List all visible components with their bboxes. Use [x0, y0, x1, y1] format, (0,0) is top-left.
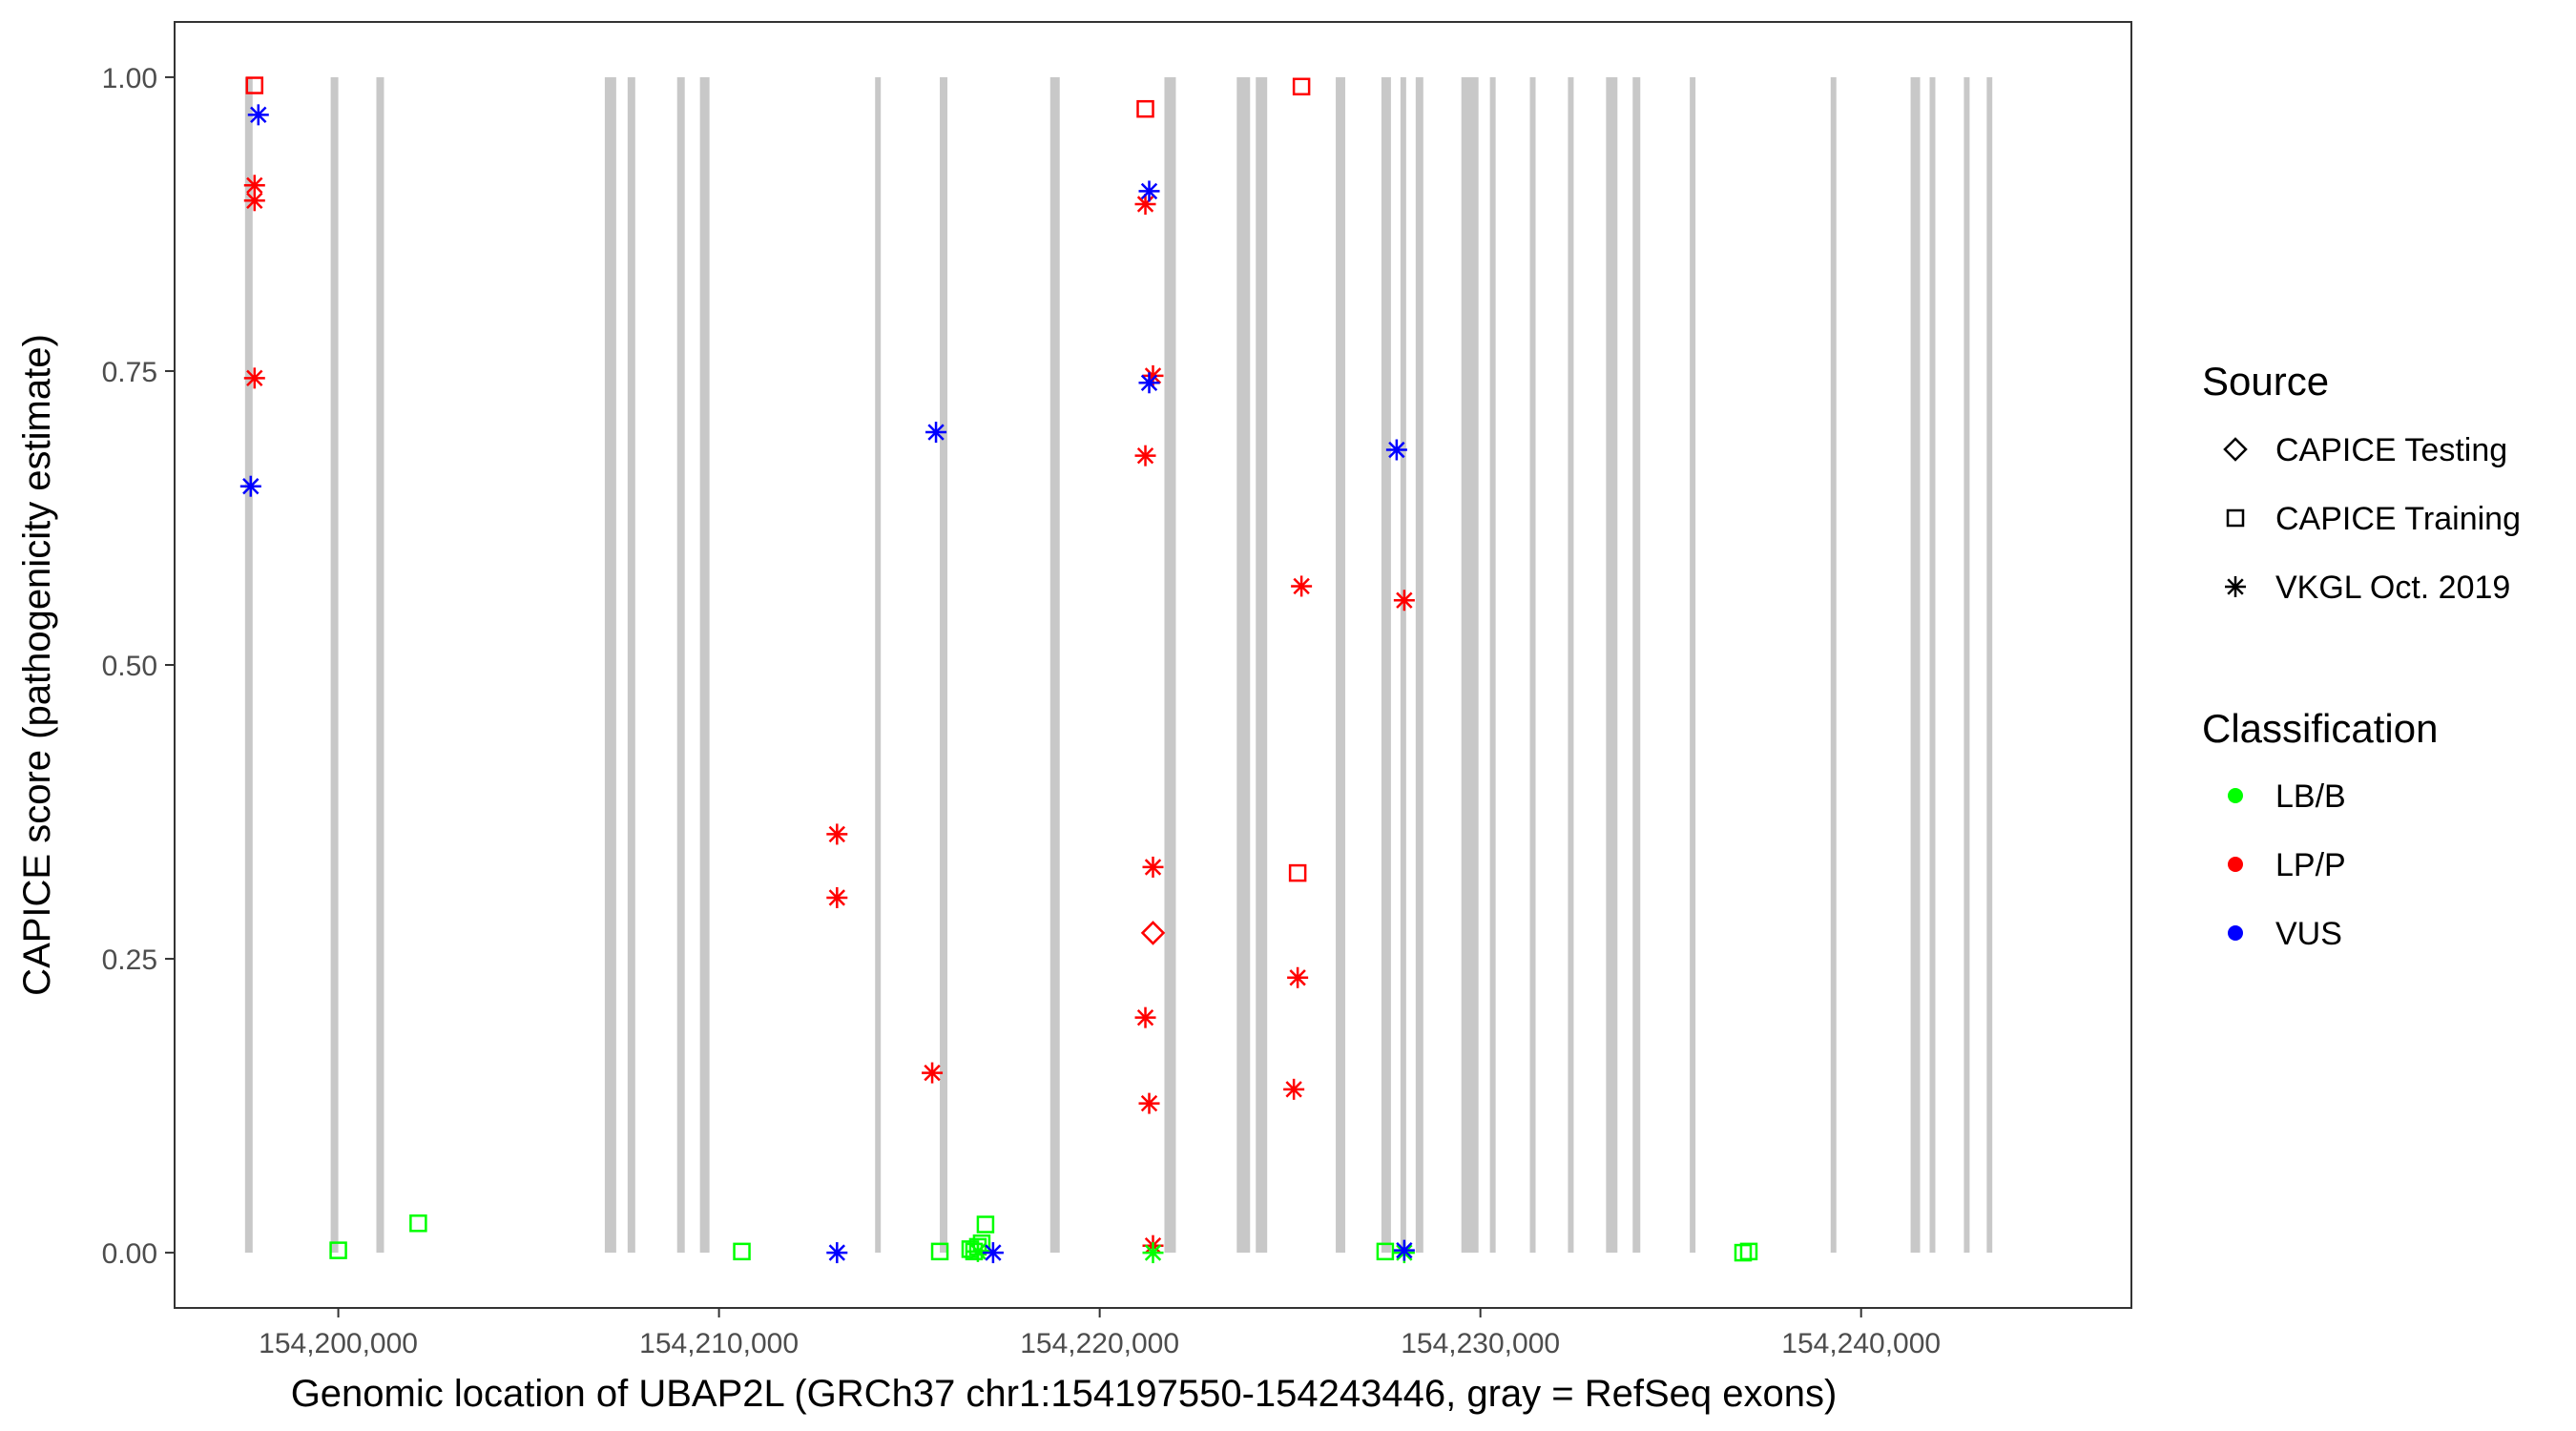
data-point [245, 76, 264, 94]
data-point [1138, 372, 1160, 394]
data-point [733, 1242, 751, 1261]
legend-source-label: CAPICE Testing [2275, 432, 2507, 468]
data-point [826, 886, 848, 908]
exon-bar [1632, 76, 1641, 1254]
y-tick-label: 0.25 [102, 944, 157, 976]
data-point [925, 422, 947, 444]
exon-bar [1400, 76, 1406, 1254]
exon-bar [1256, 76, 1268, 1254]
legend-key-square-icon [2226, 508, 2245, 528]
data-point [1142, 1242, 1164, 1264]
exon-bar [676, 76, 685, 1254]
exon-bar [627, 76, 635, 1254]
exon-bar [875, 76, 882, 1254]
legend-source-entries: CAPICE Testing CAPICE Training VKGL Oct. 2… [2223, 432, 2521, 606]
exon-bar [1336, 76, 1346, 1254]
legend-key-diamond-icon [2223, 437, 2248, 462]
data-point [1140, 921, 1166, 945]
exon-bar [1236, 76, 1251, 1254]
exon-bar [1461, 76, 1479, 1254]
data-point [1287, 966, 1309, 988]
exon-bar [1606, 76, 1618, 1254]
legend-classification-label: LP/P [2275, 847, 2346, 883]
legend: Source CAPICE Testing CAPICE Training VKGL… [2202, 359, 2521, 952]
data-point [409, 1214, 427, 1233]
y-axis-label: CAPICE score (pathogenicity estimate) [16, 334, 58, 996]
data-point [1288, 863, 1307, 882]
legend-key-dot-icon [2228, 925, 2243, 941]
exon-layer [244, 76, 1993, 1254]
data-point [1134, 193, 1156, 215]
data-point [1134, 445, 1156, 467]
exon-bar [1910, 76, 1921, 1254]
data-point [1283, 1078, 1305, 1100]
x-axis-label: Genomic location of UBAP2L (GRCh37 chr1:… [291, 1373, 1838, 1415]
data-point [1376, 1242, 1395, 1261]
exon-bar [1963, 76, 1970, 1254]
axis-layer: 154,200,000 154,210,000 154,220,000 154,230… [102, 63, 1942, 1359]
data-point [1393, 590, 1415, 612]
data-point [1739, 1242, 1758, 1261]
exon-bar [1568, 76, 1574, 1254]
exon-bar [1830, 76, 1837, 1254]
legend-key-dot-icon [2228, 788, 2243, 803]
data-point [826, 823, 848, 845]
data-point [329, 1241, 347, 1259]
legend-key-dot-icon [2228, 857, 2243, 872]
x-tick-label: 154,210,000 [639, 1328, 799, 1359]
exon-bar [376, 76, 384, 1254]
data-point [1138, 1092, 1160, 1114]
data-point [1291, 575, 1313, 597]
y-tick-label: 0.50 [102, 651, 157, 682]
exon-bar [1929, 76, 1936, 1254]
data-point [1292, 77, 1311, 96]
y-tick-label: 0.00 [102, 1238, 157, 1270]
data-point [1393, 1239, 1415, 1261]
exon-bar [940, 76, 948, 1254]
exon-bar [604, 76, 616, 1254]
data-point [1385, 439, 1407, 461]
exon-bar [1415, 76, 1423, 1254]
exon-bar [244, 76, 253, 1254]
legend-classification-label: LB/B [2275, 778, 2346, 815]
data-point [982, 1242, 1004, 1264]
data-point [247, 104, 269, 126]
exon-bar [1986, 76, 1993, 1254]
legend-source-label: CAPICE Training [2275, 501, 2521, 537]
data-point [1142, 856, 1164, 878]
data-point [1134, 1006, 1156, 1028]
exon-bar [1529, 76, 1536, 1254]
exon-bar [1381, 76, 1391, 1254]
x-tick-label: 154,200,000 [259, 1328, 418, 1359]
x-tick-label: 154,220,000 [1020, 1328, 1179, 1359]
legend-classification-entries: LB/B LP/P VUS [2228, 778, 2346, 952]
data-point [826, 1242, 848, 1264]
legend-classification-label: VUS [2275, 916, 2342, 952]
exon-bar [1164, 76, 1176, 1254]
data-point [243, 367, 265, 389]
exon-bar [699, 76, 710, 1254]
legend-key-asterisk-icon [2225, 576, 2246, 597]
y-tick-label: 0.75 [102, 357, 157, 388]
exon-bar [1690, 76, 1696, 1254]
legend-source-title: Source [2202, 359, 2329, 404]
legend-classification-title: Classification [2202, 706, 2438, 751]
exon-bar [1489, 76, 1496, 1254]
point-layer [239, 76, 1758, 1264]
exon-bar [330, 76, 339, 1254]
data-point [930, 1242, 949, 1261]
exon-bar [1049, 76, 1060, 1254]
data-point [239, 475, 261, 497]
data-point [1138, 180, 1160, 202]
data-point [922, 1062, 944, 1084]
x-tick-label: 154,240,000 [1781, 1328, 1941, 1359]
x-tick-label: 154,230,000 [1401, 1328, 1560, 1359]
data-point [1136, 99, 1154, 118]
data-point [976, 1215, 995, 1234]
y-tick-label: 1.00 [102, 63, 157, 94]
data-point [243, 190, 265, 212]
legend-source-label: VKGL Oct. 2019 [2275, 570, 2510, 606]
